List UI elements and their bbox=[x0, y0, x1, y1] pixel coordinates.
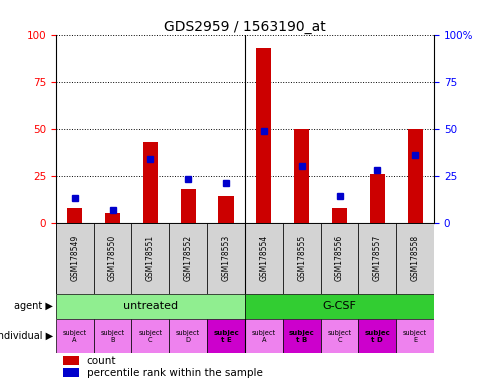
Bar bbox=[256, 48, 271, 223]
Text: subjec
t E: subjec t E bbox=[212, 329, 239, 343]
FancyBboxPatch shape bbox=[169, 319, 207, 353]
Text: GSM178550: GSM178550 bbox=[108, 235, 117, 281]
Text: GSM178552: GSM178552 bbox=[183, 235, 192, 281]
Text: subject
B: subject B bbox=[100, 329, 124, 343]
Text: GSM178556: GSM178556 bbox=[334, 235, 343, 281]
Text: GSM178555: GSM178555 bbox=[297, 235, 305, 281]
Title: GDS2959 / 1563190_at: GDS2959 / 1563190_at bbox=[164, 20, 325, 33]
FancyBboxPatch shape bbox=[93, 319, 131, 353]
FancyBboxPatch shape bbox=[320, 319, 358, 353]
FancyBboxPatch shape bbox=[56, 319, 93, 353]
Text: subject
A: subject A bbox=[62, 329, 87, 343]
Text: GSM178551: GSM178551 bbox=[146, 235, 154, 281]
Text: GSM178549: GSM178549 bbox=[70, 235, 79, 281]
FancyBboxPatch shape bbox=[244, 294, 433, 319]
Bar bbox=[63, 356, 79, 366]
Bar bbox=[331, 208, 347, 223]
Text: count: count bbox=[87, 356, 116, 366]
Bar bbox=[67, 208, 82, 223]
FancyBboxPatch shape bbox=[131, 223, 169, 294]
Bar bbox=[407, 129, 422, 223]
FancyBboxPatch shape bbox=[282, 319, 320, 353]
FancyBboxPatch shape bbox=[282, 223, 320, 294]
Bar bbox=[369, 174, 384, 223]
Bar bbox=[142, 142, 158, 223]
FancyBboxPatch shape bbox=[395, 319, 433, 353]
Text: subject
E: subject E bbox=[402, 329, 426, 343]
FancyBboxPatch shape bbox=[244, 223, 282, 294]
FancyBboxPatch shape bbox=[395, 223, 433, 294]
Bar bbox=[63, 368, 79, 377]
Text: percentile rank within the sample: percentile rank within the sample bbox=[87, 368, 262, 378]
Bar bbox=[105, 214, 120, 223]
Text: subject
A: subject A bbox=[251, 329, 275, 343]
Text: subjec
t B: subjec t B bbox=[288, 329, 314, 343]
Text: subjec
t D: subjec t D bbox=[363, 329, 390, 343]
FancyBboxPatch shape bbox=[320, 223, 358, 294]
FancyBboxPatch shape bbox=[358, 319, 395, 353]
FancyBboxPatch shape bbox=[207, 319, 244, 353]
Bar bbox=[293, 129, 309, 223]
FancyBboxPatch shape bbox=[93, 223, 131, 294]
FancyBboxPatch shape bbox=[169, 223, 207, 294]
Bar bbox=[180, 189, 196, 223]
Text: G-CSF: G-CSF bbox=[322, 301, 356, 311]
FancyBboxPatch shape bbox=[244, 319, 282, 353]
FancyBboxPatch shape bbox=[56, 294, 244, 319]
Text: subject
D: subject D bbox=[176, 329, 200, 343]
Text: agent ▶: agent ▶ bbox=[14, 301, 53, 311]
Text: untreated: untreated bbox=[122, 301, 178, 311]
FancyBboxPatch shape bbox=[358, 223, 395, 294]
Bar bbox=[218, 196, 233, 223]
Text: subject
C: subject C bbox=[138, 329, 162, 343]
Text: GSM178554: GSM178554 bbox=[259, 235, 268, 281]
FancyBboxPatch shape bbox=[56, 223, 93, 294]
Text: individual ▶: individual ▶ bbox=[0, 331, 53, 341]
Text: GSM178558: GSM178558 bbox=[410, 235, 419, 281]
Text: GSM178553: GSM178553 bbox=[221, 235, 230, 281]
FancyBboxPatch shape bbox=[131, 319, 169, 353]
Text: subject
C: subject C bbox=[327, 329, 351, 343]
FancyBboxPatch shape bbox=[207, 223, 244, 294]
Text: GSM178557: GSM178557 bbox=[372, 235, 381, 281]
